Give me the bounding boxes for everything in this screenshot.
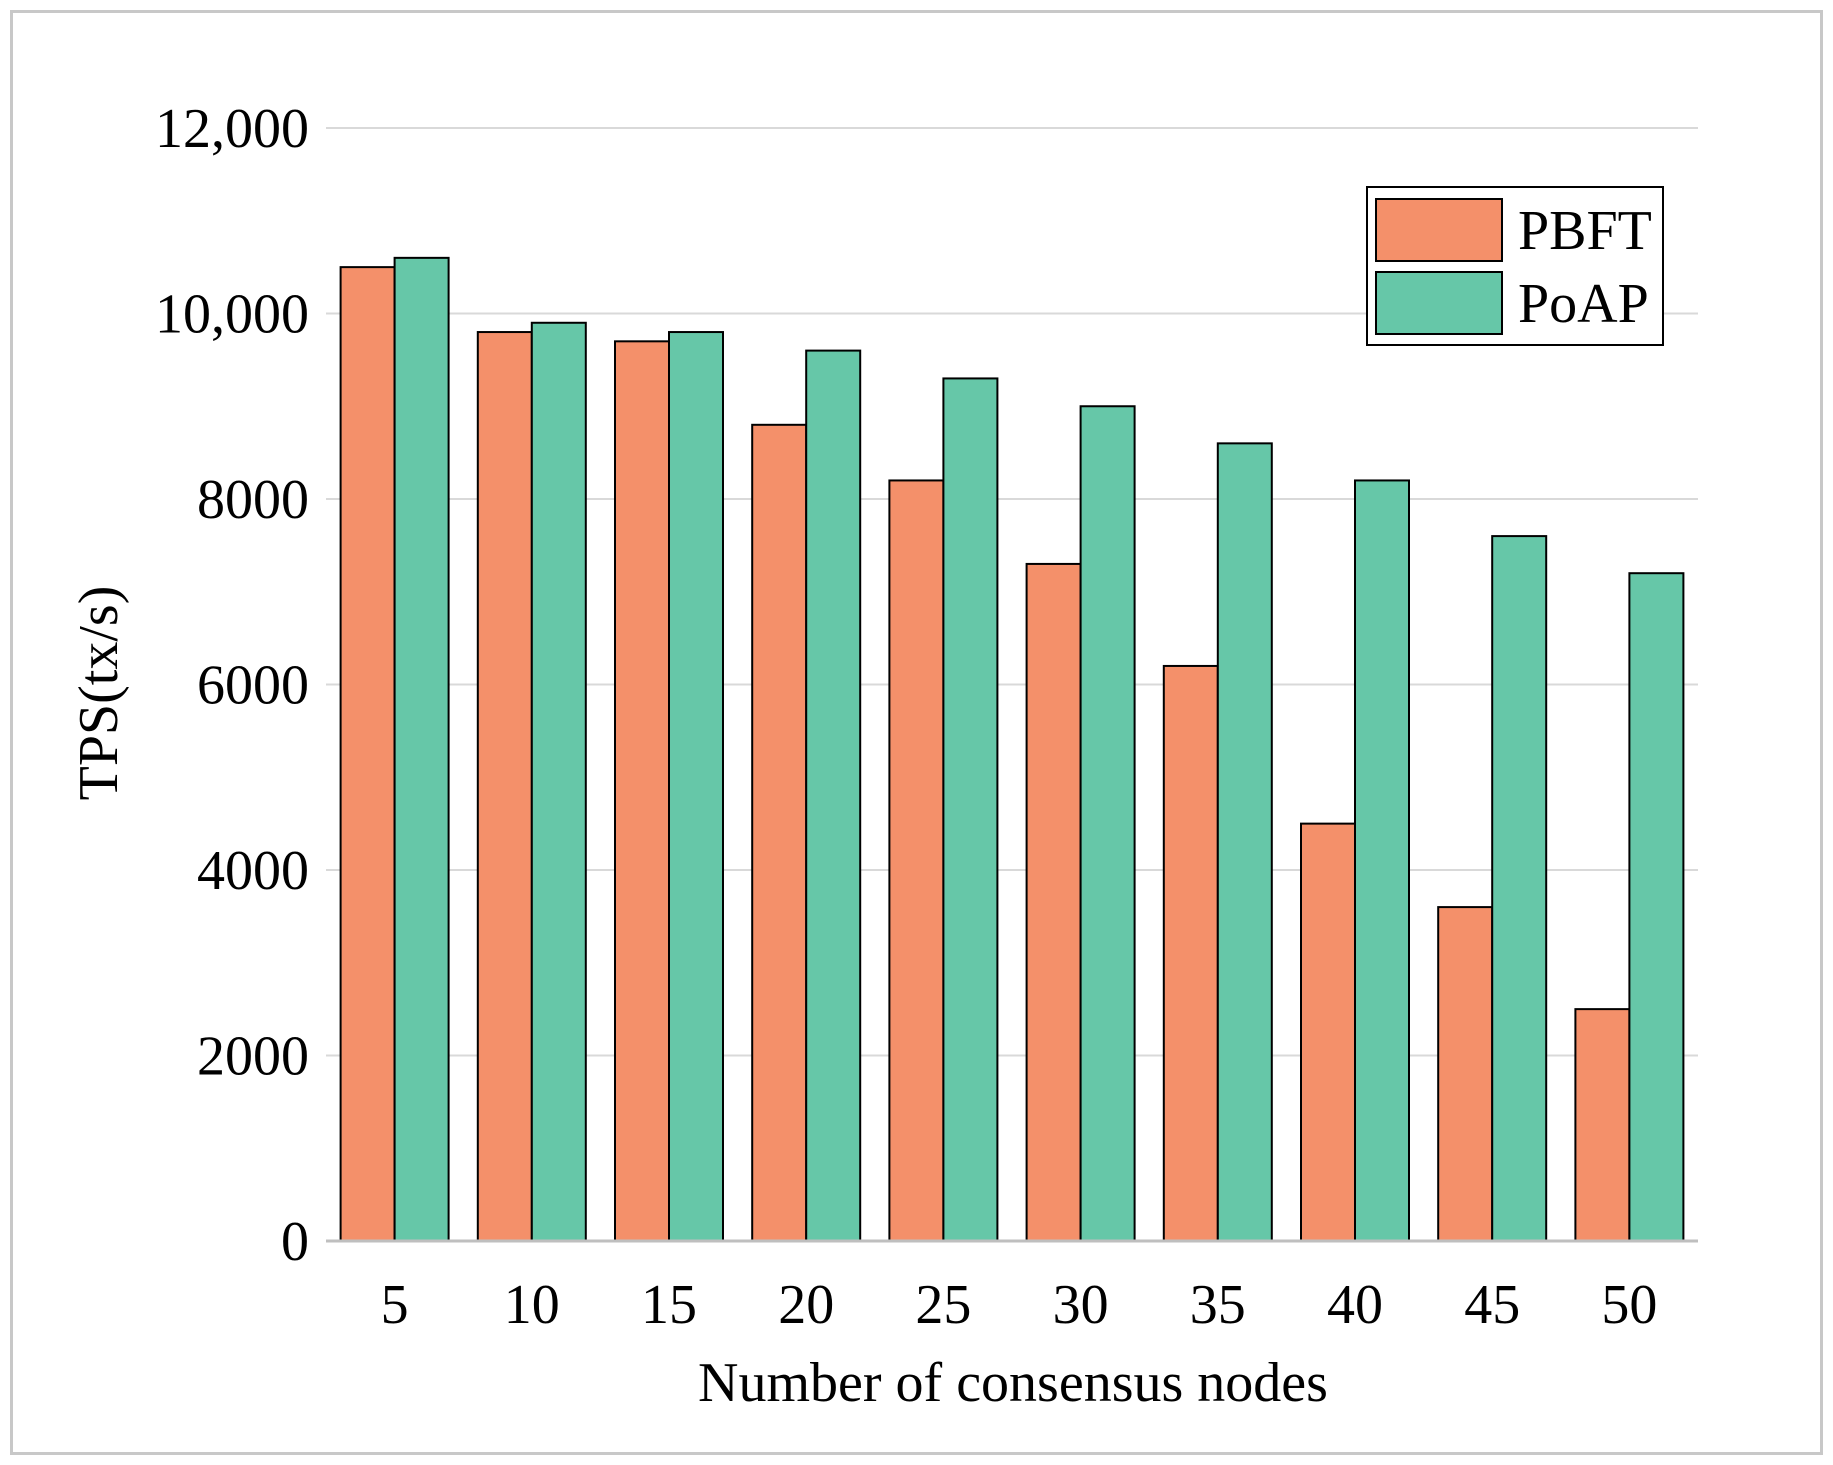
y-tick-label: 2000 xyxy=(197,1026,309,1088)
bar-poap-25 xyxy=(942,377,999,1242)
x-tick-label: 50 xyxy=(1601,1274,1657,1336)
bar-poap-5 xyxy=(393,256,450,1243)
bar-pbft-45 xyxy=(1437,906,1494,1242)
x-axis-title: Number of consensus nodes xyxy=(698,1352,1328,1414)
bar-pbft-15 xyxy=(614,340,670,1242)
y-tick-label: 6000 xyxy=(197,655,309,717)
bar-poap-35 xyxy=(1216,442,1273,1243)
x-tick-label: 15 xyxy=(641,1274,697,1336)
legend-label-poap: PoAP xyxy=(1518,273,1649,335)
x-tick-label: 35 xyxy=(1190,1274,1246,1336)
legend: PBFT PoAP xyxy=(1366,186,1664,346)
x-tick-label: 20 xyxy=(778,1274,834,1336)
bar-chart: 0 2000 4000 6000 8000 10,000 12,000 5 10 15 20 25 3… xyxy=(68,98,1698,1414)
legend-swatch-poap xyxy=(1375,271,1503,335)
bar-poap-20 xyxy=(805,349,862,1243)
x-tick-label: 5 xyxy=(381,1274,409,1336)
legend-swatch-pbft xyxy=(1375,198,1503,262)
bar-pbft-25 xyxy=(888,479,945,1242)
x-tick-labels: 5 10 15 20 25 30 35 40 45 50 xyxy=(381,1274,1658,1336)
bar-poap-15 xyxy=(668,331,724,1242)
x-tick-label: 30 xyxy=(1053,1274,1109,1336)
chart-frame: 0 2000 4000 6000 8000 10,000 12,000 5 10 15 20 25 3… xyxy=(10,10,1823,1455)
bar-poap-10 xyxy=(530,321,587,1242)
bar-pbft-10 xyxy=(476,331,533,1242)
y-tick-labels: 0 2000 4000 6000 8000 10,000 12,000 xyxy=(155,98,309,1273)
bar-pbft-30 xyxy=(1025,562,1082,1242)
x-tick-label: 40 xyxy=(1327,1274,1383,1336)
y-tick-label: 10,000 xyxy=(155,284,309,346)
bar-pbft-40 xyxy=(1300,822,1356,1242)
x-tick-label: 10 xyxy=(504,1274,560,1336)
bar-poap-50 xyxy=(1628,572,1685,1242)
bar-poap-45 xyxy=(1491,535,1548,1242)
bar-poap-30 xyxy=(1079,405,1136,1242)
y-tick-label: 4000 xyxy=(197,840,309,902)
bar-pbft-5 xyxy=(339,266,396,1242)
bars xyxy=(339,256,1685,1243)
y-axis-title: TPS(tx/s) xyxy=(68,586,130,801)
bar-pbft-20 xyxy=(751,423,808,1242)
bar-pbft-35 xyxy=(1162,664,1219,1242)
y-tick-label: 8000 xyxy=(197,469,309,531)
x-tick-label: 25 xyxy=(915,1274,971,1336)
y-tick-label: 0 xyxy=(281,1211,309,1273)
y-tick-label: 12,000 xyxy=(155,98,309,160)
bar-pbft-50 xyxy=(1574,1008,1631,1242)
legend-label-pbft: PBFT xyxy=(1518,200,1652,262)
x-tick-label: 45 xyxy=(1464,1274,1520,1336)
bar-poap-40 xyxy=(1354,479,1410,1242)
